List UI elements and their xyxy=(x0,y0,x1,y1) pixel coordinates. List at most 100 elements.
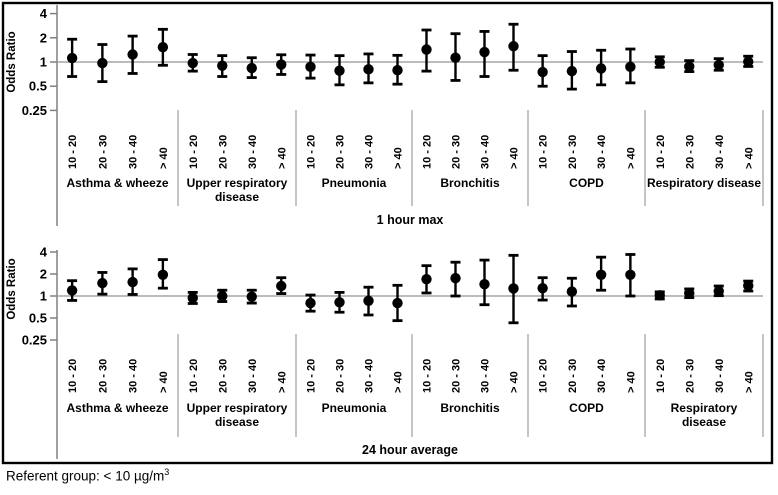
group-label: Bronchitis xyxy=(440,401,500,415)
figure-border xyxy=(1,1,774,465)
odds-ratio-marker xyxy=(654,290,665,301)
x-tick-label: 30 - 40 xyxy=(364,135,376,169)
odds-ratio-marker xyxy=(421,44,432,55)
x-tick-label: 20 - 30 xyxy=(335,135,347,169)
group-copd: 10 - 20 20 - 30 30 - 40 > 40 COPD xyxy=(537,47,637,190)
y-tick-label: 2 xyxy=(40,267,47,282)
referent-note-text: Referent group: < 10 µg/m xyxy=(6,468,165,484)
x-tick-label: > 40 xyxy=(393,371,405,393)
group-label: Pneumonia xyxy=(322,176,387,190)
group-asthma-wheeze: 10 - 20 20 - 30 30 - 40 > 40 Asthma & wheeze xyxy=(66,27,170,190)
y-tick-label: 4 xyxy=(40,6,48,21)
x-tick-label: 10 - 20 xyxy=(422,135,434,169)
x-tick-label: 20 - 30 xyxy=(567,135,579,169)
y-tick-label: 0.5 xyxy=(29,311,47,326)
x-tick-label: 20 - 30 xyxy=(97,359,109,393)
panel-title: 24 hour average xyxy=(362,443,458,457)
group-asthma-wheeze: 10 - 20 20 - 30 30 - 40 > 40 Asthma & wheeze xyxy=(66,258,170,415)
x-tick-label: > 40 xyxy=(158,371,170,393)
odds-ratio-marker xyxy=(566,65,578,77)
data-point xyxy=(97,271,108,296)
y-axis-title: Odds Ratio xyxy=(6,31,18,92)
data-point xyxy=(334,54,345,87)
odds-ratio-marker xyxy=(127,49,138,60)
group-label: Asthma & wheeze xyxy=(66,176,168,190)
odds-ratio-marker xyxy=(743,56,754,67)
group-label: disease xyxy=(215,190,259,204)
x-tick-label: 10 - 20 xyxy=(655,135,667,169)
data-point xyxy=(246,56,257,79)
data-point xyxy=(479,30,490,78)
x-tick-label: 10 - 20 xyxy=(188,135,200,169)
x-tick-label: 30 - 40 xyxy=(714,135,726,169)
x-tick-label: 10 - 20 xyxy=(538,135,550,169)
x-tick-label: 30 - 40 xyxy=(596,135,608,169)
odds-ratio-marker xyxy=(97,57,108,69)
x-tick-label: > 40 xyxy=(393,147,405,169)
x-tick-label: 30 - 40 xyxy=(596,359,608,393)
group-respiratory-disease: 10 - 20 20 - 30 30 - 40 > 40 Respiratory dis… xyxy=(647,54,761,190)
data-point xyxy=(66,279,78,302)
data-point xyxy=(392,283,403,323)
odds-ratio-marker xyxy=(421,273,432,285)
odds-ratio-marker xyxy=(625,269,636,281)
data-point xyxy=(127,267,138,296)
odds-ratio-marker xyxy=(127,276,138,288)
group-label: Pneumonia xyxy=(322,401,387,415)
odds-ratio-marker xyxy=(276,280,287,292)
data-point xyxy=(684,287,695,300)
data-point xyxy=(595,48,607,87)
data-point xyxy=(127,34,138,75)
odds-ratio-marker xyxy=(305,61,316,73)
data-point xyxy=(157,27,169,67)
group-pneumonia: 10 - 20 20 - 30 30 - 40 > 40 Pneumonia xyxy=(305,283,405,415)
odds-ratio-marker xyxy=(276,59,287,70)
x-tick-label: 10 - 20 xyxy=(306,359,318,393)
data-point xyxy=(421,264,432,295)
x-tick-label: 30 - 40 xyxy=(480,359,492,393)
data-point xyxy=(684,59,695,73)
group-label: Asthma & wheeze xyxy=(66,401,168,415)
y-tick-label: 1 xyxy=(40,55,47,70)
group-bronchitis: 10 - 20 20 - 30 30 - 40 > 40 Bronchitis xyxy=(421,22,521,190)
data-point xyxy=(713,284,724,298)
odds-ratio-marker xyxy=(479,46,490,58)
odds-ratio-marker xyxy=(743,280,754,291)
data-point xyxy=(595,255,607,292)
panel-title: 1 hour max xyxy=(377,213,444,227)
group-label: Upper respiratory xyxy=(187,176,288,190)
x-tick-label: > 40 xyxy=(276,371,288,393)
x-tick-label: > 40 xyxy=(158,147,170,169)
group-pneumonia: 10 - 20 20 - 30 30 - 40 > 40 Pneumonia xyxy=(305,52,405,190)
x-tick-label: > 40 xyxy=(276,147,288,169)
group-bronchitis: 10 - 20 20 - 30 30 - 40 > 40 Bronchitis xyxy=(421,253,521,415)
group-label: Respiratory xyxy=(671,401,738,415)
data-point xyxy=(625,47,636,85)
odds-ratio-marker xyxy=(450,273,461,284)
x-tick-label: 10 - 20 xyxy=(422,359,434,393)
data-point xyxy=(537,54,548,88)
data-point xyxy=(508,253,519,325)
data-point xyxy=(363,52,374,85)
odds-ratio-marker xyxy=(654,56,665,68)
data-point xyxy=(654,55,665,69)
odds-ratio-marker xyxy=(713,59,724,71)
data-point xyxy=(217,54,228,78)
odds-ratio-marker xyxy=(713,286,724,297)
data-point xyxy=(450,32,461,82)
x-tick-label: 10 - 20 xyxy=(67,135,79,169)
odds-ratio-marker xyxy=(246,62,257,74)
group-upper-respiratory-disease: 10 - 20 20 - 30 30 - 40 > 40 Upper respirato… xyxy=(187,276,288,429)
odds-ratio-marker xyxy=(363,295,374,306)
data-point xyxy=(305,53,316,80)
odds-ratio-marker xyxy=(66,285,78,296)
odds-ratio-marker xyxy=(217,290,228,302)
panel-24-hour-average: Odds Ratio 4 2 1 0.5 0.25 10 - 20 20 - 30 30 - 4… xyxy=(6,245,764,459)
data-point xyxy=(537,276,548,302)
data-point xyxy=(363,285,374,317)
odds-ratio-marker xyxy=(305,297,316,309)
data-point xyxy=(508,22,519,72)
x-tick-label: 30 - 40 xyxy=(364,359,376,393)
